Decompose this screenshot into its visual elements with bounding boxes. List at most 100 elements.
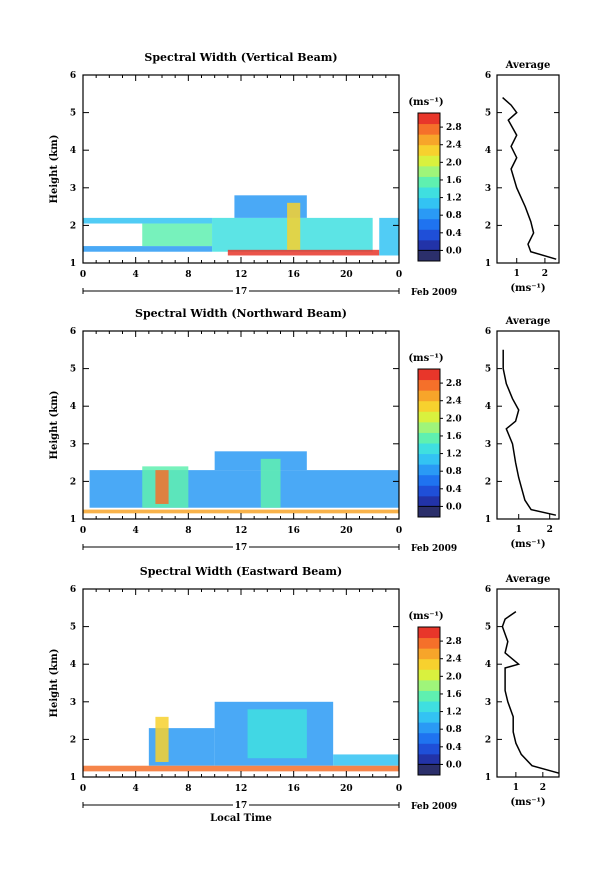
heatmap-cell <box>89 470 399 508</box>
x-tick-label: 8 <box>185 270 191 280</box>
average-y-tick-label: 3 <box>485 440 491 450</box>
average-title: Average <box>505 574 551 585</box>
panel-0: Spectral Width (Vertical Beam)123456Heig… <box>49 51 560 298</box>
colorbar-frame <box>417 112 441 262</box>
colorbar-tick-label: 0.0 <box>446 246 462 256</box>
average-y-tick-label: 5 <box>485 109 491 119</box>
x-tick-label: 0 <box>80 270 86 280</box>
colorbar-tick-label: 0.8 <box>446 467 462 477</box>
x-tick-label: 20 <box>340 526 353 536</box>
date-label-bg <box>233 286 249 296</box>
colorbar-tick-label: 0.0 <box>446 760 462 770</box>
month-label: Feb 2009 <box>411 288 457 298</box>
y-tick-label: 1 <box>70 259 76 269</box>
colorbar-segment <box>418 390 440 402</box>
average-y-tick-label: 6 <box>485 327 491 337</box>
colorbar-frame <box>417 626 441 776</box>
average-y-tick-label: 2 <box>485 735 491 745</box>
heatmap-cell <box>260 458 281 508</box>
colorbar-segment <box>418 464 440 476</box>
average-y-tick-label: 4 <box>485 146 491 156</box>
colorbar-segment <box>418 506 440 518</box>
panel-1: Spectral Width (Northward Beam)123456Hei… <box>49 307 560 554</box>
colorbar-segment <box>418 690 440 702</box>
colorbar-tick-label: 0.8 <box>446 725 462 735</box>
average-title: Average <box>505 316 551 327</box>
heatmap-cell <box>155 716 169 762</box>
average-x-tick-label: 1 <box>516 525 522 535</box>
average-y-tick-label: 6 <box>485 585 491 595</box>
colorbar-segment <box>418 176 440 188</box>
average-frame <box>496 74 560 264</box>
date-label: 17 <box>235 287 248 297</box>
colorbar-segment <box>418 400 440 412</box>
average-profile-line <box>502 349 557 516</box>
average-y-tick-label: 5 <box>485 365 491 375</box>
average-y-tick-label: 5 <box>485 623 491 633</box>
y-axis-label: Height (km) <box>49 135 60 204</box>
average-frame <box>496 330 560 520</box>
y-tick-label: 6 <box>70 327 76 337</box>
colorbar-segment <box>418 379 440 391</box>
x-tick-label: 0 <box>396 784 402 794</box>
colorbar-tick-label: 0.4 <box>446 743 462 753</box>
colorbar-segment <box>418 474 440 486</box>
colorbar-segment <box>418 495 440 507</box>
x-tick-label: 4 <box>133 526 139 536</box>
colorbar-segment <box>418 134 440 146</box>
colorbar-segment <box>418 669 440 681</box>
x-tick-label: 12 <box>235 784 248 794</box>
colorbar-unit: (ms⁻¹) <box>408 611 443 622</box>
x-tick-label: 0 <box>80 784 86 794</box>
y-tick-label: 2 <box>70 735 76 745</box>
average-y-tick-label: 2 <box>485 477 491 487</box>
panel-title: Spectral Width (Northward Beam) <box>135 307 347 320</box>
colorbar-segment <box>418 411 440 423</box>
colorbar-segment <box>418 113 440 125</box>
colorbar-unit: (ms⁻¹) <box>408 97 443 108</box>
colorbar-tick-label: 2.8 <box>446 123 462 133</box>
average-y-tick-label: 4 <box>485 660 491 670</box>
colorbar-tick-label: 2.4 <box>446 397 462 407</box>
x-tick-label: 4 <box>133 270 139 280</box>
colorbar-segment <box>418 648 440 660</box>
colorbar-segment <box>418 679 440 691</box>
y-tick-label: 5 <box>70 109 76 119</box>
average-x-tick-label: 2 <box>540 783 546 793</box>
heatmap-cell <box>83 217 213 224</box>
colorbar-tick-label: 1.2 <box>446 450 462 460</box>
x-tick-label: 0 <box>80 526 86 536</box>
y-tick-label: 2 <box>70 221 76 231</box>
average-x-label: (ms⁻¹) <box>510 539 545 550</box>
colorbar-tick-label: 2.0 <box>446 672 462 682</box>
colorbar-segment <box>418 453 440 465</box>
colorbar-segment <box>418 764 440 776</box>
y-tick-label: 6 <box>70 585 76 595</box>
colorbar-segment <box>418 165 440 177</box>
y-tick-label: 4 <box>70 402 76 412</box>
average-x-tick-label: 1 <box>513 783 519 793</box>
colorbar-unit: (ms⁻¹) <box>408 353 443 364</box>
heatmap-cell <box>83 509 399 514</box>
heatmap-cell <box>142 223 213 247</box>
colorbar-tick-label: 0.8 <box>446 211 462 221</box>
x-tick-label: 8 <box>185 526 191 536</box>
y-tick-label: 1 <box>70 515 76 525</box>
y-tick-label: 1 <box>70 773 76 783</box>
y-tick-label: 2 <box>70 477 76 487</box>
month-label: Feb 2009 <box>411 544 457 554</box>
colorbar-tick-label: 2.0 <box>446 414 462 424</box>
colorbar-tick-label: 2.4 <box>446 655 462 665</box>
colorbar-segment <box>418 155 440 167</box>
average-profile-line <box>502 97 557 260</box>
heatmap-cell <box>83 765 399 772</box>
x-tick-label: 20 <box>340 784 353 794</box>
heatmap-cell <box>287 202 301 250</box>
x-tick-label: 12 <box>235 526 248 536</box>
colorbar-tick-label: 2.4 <box>446 141 462 151</box>
panel-title: Spectral Width (Eastward Beam) <box>140 565 342 578</box>
x-tick-label: 16 <box>287 784 300 794</box>
y-tick-label: 5 <box>70 623 76 633</box>
colorbar-tick-label: 2.0 <box>446 158 462 168</box>
colorbar-segment <box>418 421 440 433</box>
